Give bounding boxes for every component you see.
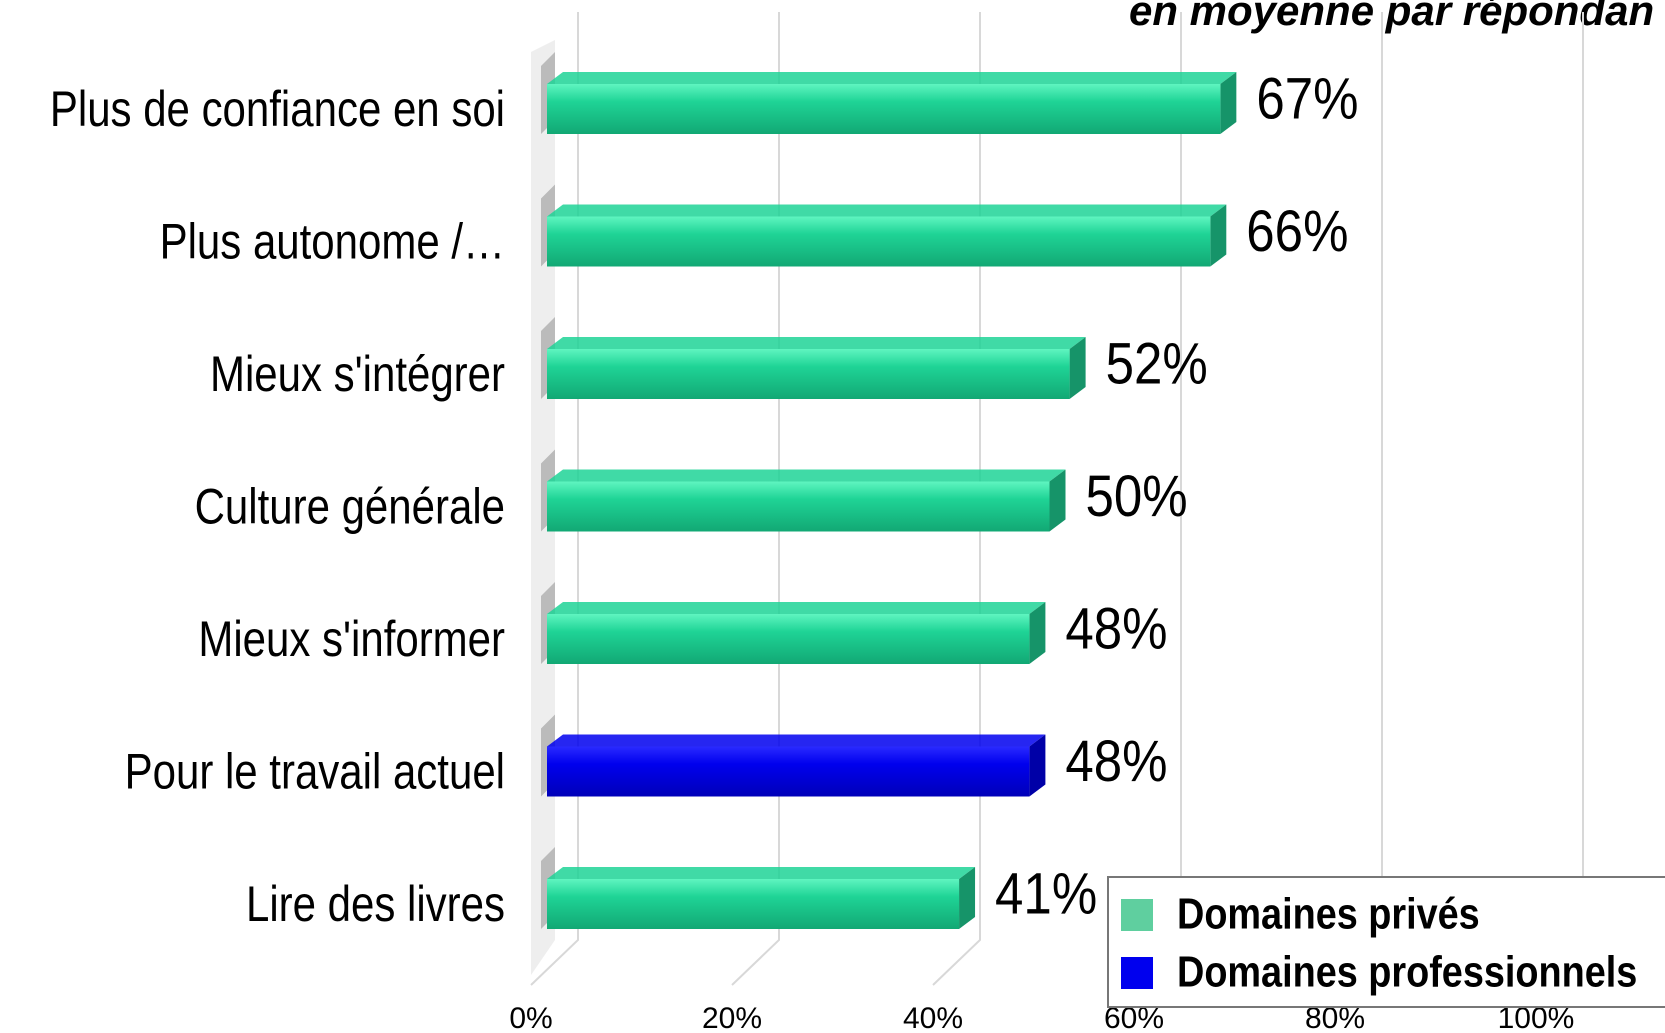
- category-label-group: Mieux s'informer: [198, 611, 505, 667]
- y-tick-label: Plus de confiance en soi: [50, 81, 505, 137]
- legend-label-group: Domaines professionnels: [1177, 947, 1637, 996]
- bar: [547, 879, 960, 929]
- bar-top: [547, 469, 1066, 482]
- bar: [547, 216, 1211, 267]
- value-label-group: 67%: [1256, 66, 1358, 131]
- category-label-group: Lire des livres: [246, 876, 505, 932]
- y-tick-label: Pour le travail actuel: [125, 743, 505, 799]
- value-label: 67%: [1256, 66, 1358, 131]
- y-tick-label: Lire des livres: [246, 876, 505, 932]
- value-label: 48%: [1065, 596, 1167, 661]
- bar-top: [547, 867, 976, 879]
- bar-side: [1220, 72, 1237, 134]
- legend-box: [1107, 876, 1665, 1008]
- bar: [547, 614, 1030, 664]
- chart-subtitle: en moyenne par répondan: [1129, 0, 1654, 34]
- value-label: 41%: [995, 861, 1097, 926]
- bar-side: [1029, 602, 1046, 664]
- legend-swatch: [1121, 899, 1153, 931]
- x-tick-label: 40%: [903, 1002, 963, 1033]
- value-label-group: 41%: [995, 861, 1097, 926]
- value-label: 50%: [1086, 464, 1188, 529]
- value-label: 66%: [1246, 199, 1348, 264]
- bar-side: [1049, 469, 1066, 532]
- grid-line: [1535, 12, 1584, 986]
- bar-side: [1210, 204, 1227, 267]
- grid-line: [530, 12, 579, 986]
- y-tick-label: Culture générale: [195, 478, 505, 534]
- bar-top: [547, 337, 1086, 349]
- category-label-group: Plus autonome /…: [160, 213, 505, 269]
- bar-side: [1069, 337, 1086, 399]
- category-label-group: Mieux s'intégrer: [210, 346, 505, 402]
- legend-swatch: [1121, 957, 1153, 989]
- legend-label-group: Domaines privés: [1177, 889, 1480, 938]
- value-label-group: 50%: [1086, 464, 1188, 529]
- bar: [547, 746, 1030, 797]
- bar-side: [959, 867, 976, 929]
- value-label: 52%: [1106, 331, 1208, 396]
- bar-top: [547, 204, 1227, 217]
- grid-line: [1334, 12, 1383, 986]
- x-tick-label: 20%: [702, 1002, 762, 1033]
- y-tick-label: Plus autonome /…: [160, 213, 505, 269]
- value-label-group: 66%: [1246, 199, 1348, 264]
- category-label-group: Pour le travail actuel: [125, 743, 505, 799]
- legend-label: Domaines privés: [1177, 889, 1480, 938]
- value-label-group: 48%: [1065, 596, 1167, 661]
- bar-top: [547, 602, 1046, 614]
- value-label-group: 52%: [1106, 331, 1208, 396]
- bar: [547, 481, 1050, 532]
- y-tick-label: Mieux s'intégrer: [210, 346, 505, 402]
- bar: [547, 84, 1221, 134]
- bar-side: [1029, 734, 1046, 797]
- x-tick-label: 0%: [509, 1002, 552, 1033]
- bar-top: [547, 72, 1237, 84]
- grid-line: [731, 12, 780, 986]
- category-label-group: Plus de confiance en soi: [50, 81, 505, 137]
- category-label-group: Culture générale: [195, 478, 505, 534]
- bar: [547, 349, 1070, 399]
- legend-label: Domaines professionnels: [1177, 947, 1637, 996]
- value-label: 48%: [1065, 729, 1167, 794]
- y-tick-label: Mieux s'informer: [198, 611, 505, 667]
- value-label-group: 48%: [1065, 729, 1167, 794]
- bar-top: [547, 734, 1046, 747]
- grid-line: [932, 12, 981, 986]
